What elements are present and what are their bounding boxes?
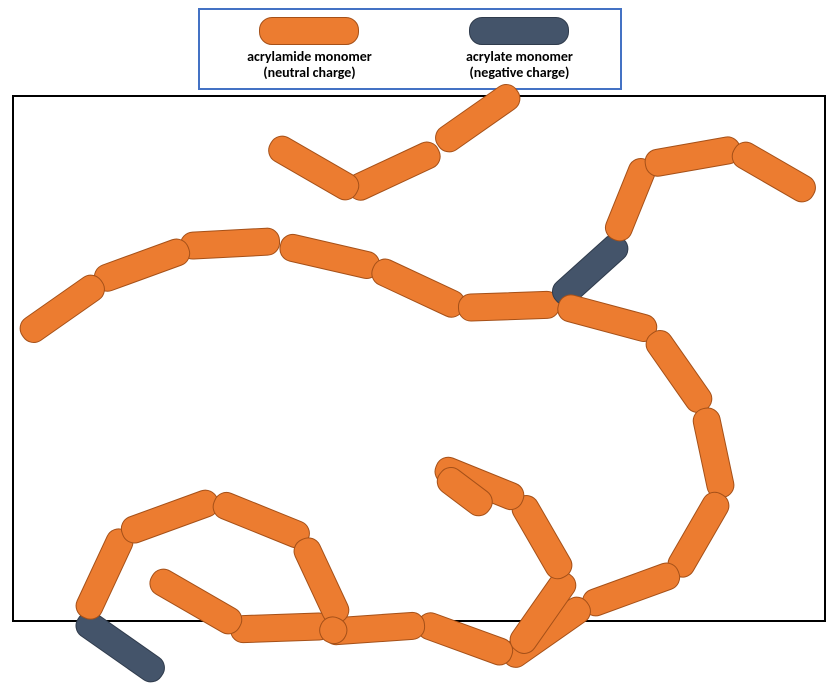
figure-root: acrylamide monomer (neutral charge) acry… <box>0 0 834 630</box>
legend-label-line2: (negative charge) <box>469 64 569 81</box>
legend-label-line2: (neutral charge) <box>263 64 355 81</box>
acrylate-monomer-icon <box>469 17 569 45</box>
acrylamide-segment <box>458 290 561 322</box>
legend-box: acrylamide monomer (neutral charge) acry… <box>198 8 622 90</box>
acrylamide-segment <box>179 227 280 260</box>
legend-label-acrylamide: acrylamide monomer (neutral charge) <box>247 49 372 81</box>
legend-label-line1: acrylamide monomer <box>247 48 372 65</box>
legend-label-acrylate: acrylate monomer (negative charge) <box>466 49 573 81</box>
legend-label-line1: acrylate monomer <box>466 48 573 65</box>
acrylamide-segment <box>230 612 333 644</box>
acrylamide-monomer-icon <box>259 17 359 45</box>
legend-item-acrylate: acrylate monomer (negative charge) <box>466 17 573 81</box>
legend-item-acrylamide: acrylamide monomer (neutral charge) <box>247 17 372 81</box>
